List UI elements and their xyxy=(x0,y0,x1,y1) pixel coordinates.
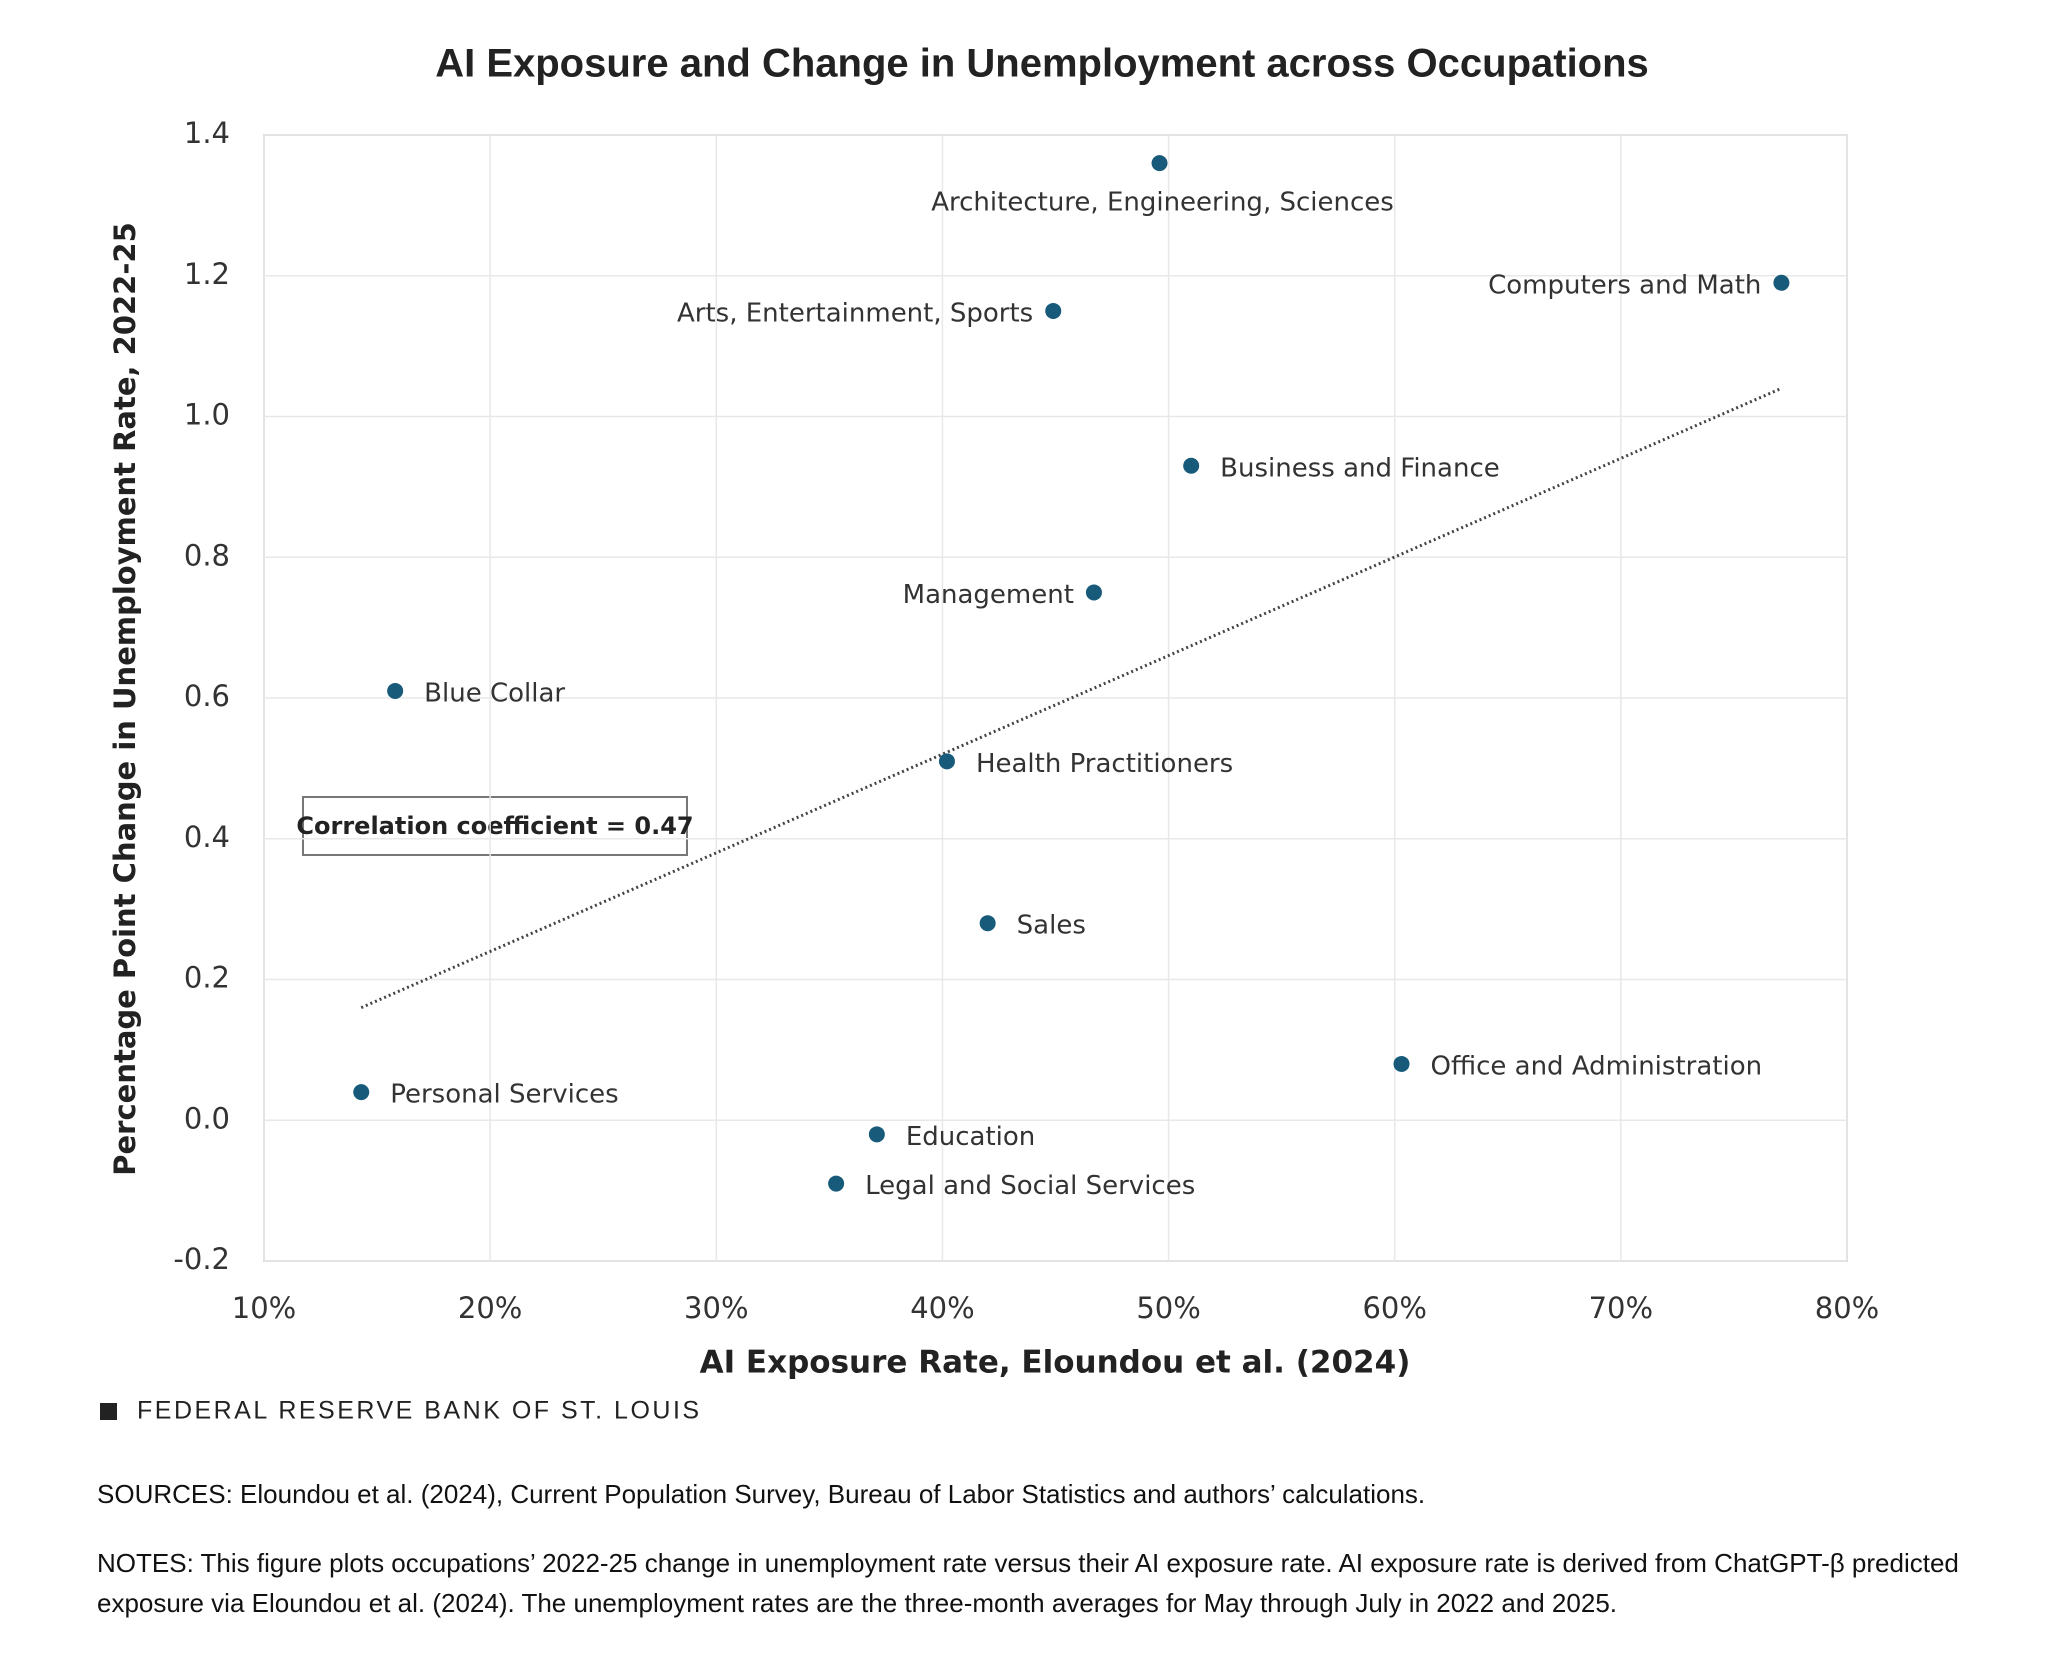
point-label: Office and Administration xyxy=(1430,1051,1762,1081)
point xyxy=(353,1084,370,1101)
notes: NOTES: This figure plots occupations’ 20… xyxy=(97,1548,1959,1618)
y-axis-title: Percentage Point Change in Unemployment … xyxy=(108,222,142,1176)
y-tick-label: 1.0 xyxy=(184,398,230,432)
x-tick-label: 10% xyxy=(232,1291,296,1325)
sources: SOURCES: Eloundou et al. (2024), Current… xyxy=(97,1479,1426,1509)
x-axis-title: AI Exposure Rate, Eloundou et al. (2024) xyxy=(700,1345,1411,1381)
y-tick-label: 0.0 xyxy=(184,1101,230,1135)
x-tick-label: 60% xyxy=(1362,1291,1426,1325)
point-label: Arts, Entertainment, Sports xyxy=(677,298,1033,328)
point-label: Management xyxy=(903,580,1074,610)
point-label: Sales xyxy=(1017,911,1086,941)
point xyxy=(979,915,996,932)
point xyxy=(1183,457,1200,474)
trendline xyxy=(360,386,1783,1010)
point-label: Personal Services xyxy=(390,1080,618,1110)
y-tick-label: 0.6 xyxy=(184,679,230,713)
x-tick-label: 70% xyxy=(1589,1291,1653,1325)
y-tick-label: 1.2 xyxy=(184,257,230,291)
x-tick-label: 40% xyxy=(910,1291,974,1325)
brand-icon xyxy=(100,1403,117,1420)
chart: AI Exposure and Change in Unemployment a… xyxy=(100,42,1879,1425)
point xyxy=(868,1126,885,1143)
y-tick-label: 0.4 xyxy=(184,820,230,854)
point-label: Architecture, Engineering, Sciences xyxy=(931,188,1394,218)
point xyxy=(1151,155,1168,172)
annotation-box xyxy=(302,796,688,856)
x-tick-label: 50% xyxy=(1136,1291,1200,1325)
point xyxy=(828,1175,845,1192)
brand: FEDERAL RESERVE BANK OF ST. LOUIS xyxy=(137,1397,702,1425)
y-tick-label: 0.8 xyxy=(184,538,230,572)
point-label: Health Practitioners xyxy=(976,749,1233,779)
point xyxy=(1773,274,1790,291)
point xyxy=(1085,584,1102,601)
x-tick-label: 20% xyxy=(458,1291,522,1325)
point-label: Legal and Social Services xyxy=(865,1171,1195,1201)
point xyxy=(1393,1055,1410,1072)
point-label: Education xyxy=(906,1122,1035,1152)
annotation: Correlation coefficient = 0.47 xyxy=(296,812,693,840)
y-tick-label: -0.2 xyxy=(173,1242,230,1276)
point xyxy=(387,682,404,699)
x-tick-label: 30% xyxy=(684,1291,748,1325)
point-label: Blue Collar xyxy=(424,678,565,708)
point xyxy=(1045,302,1062,319)
chart-title: AI Exposure and Change in Unemployment a… xyxy=(435,42,1649,86)
point-label: Business and Finance xyxy=(1220,453,1500,483)
x-tick-label: 80% xyxy=(1815,1291,1879,1325)
y-tick-label: 1.4 xyxy=(184,116,230,150)
y-tick-label: 0.2 xyxy=(184,961,230,995)
point-label: Computers and Math xyxy=(1488,270,1761,300)
point xyxy=(938,753,955,770)
